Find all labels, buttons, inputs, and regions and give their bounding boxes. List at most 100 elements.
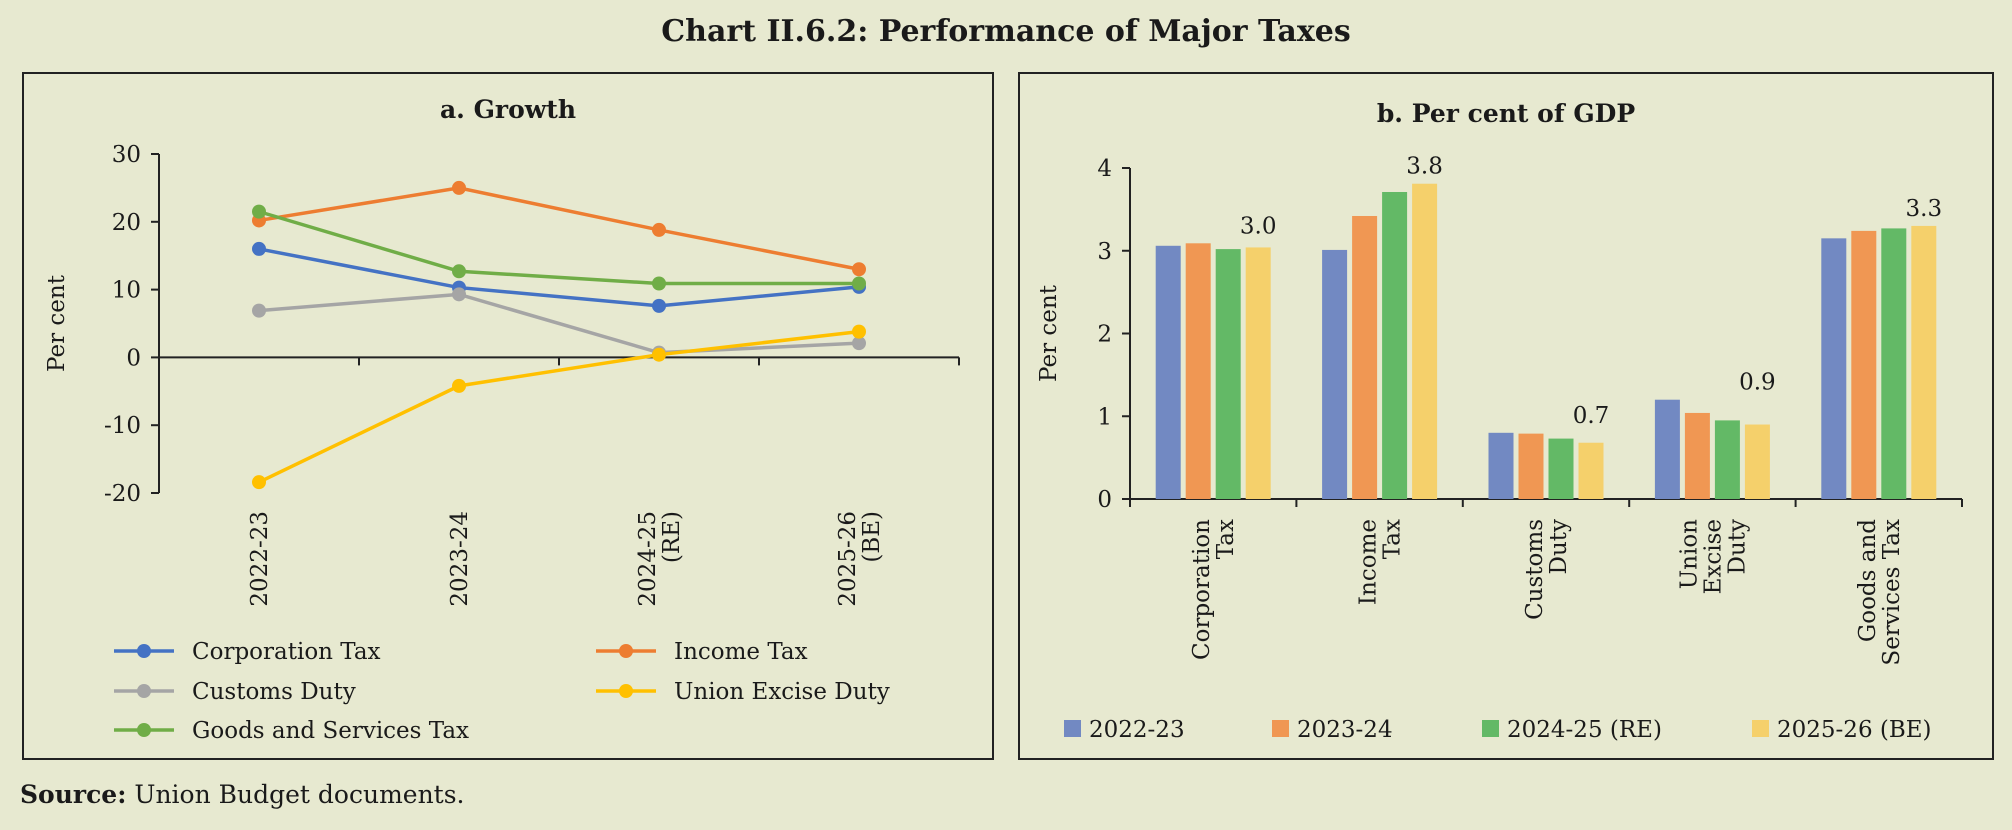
gdp-x-tick-label-line: Excise <box>1700 519 1726 594</box>
gdp-x-tick-label-line: Goods and <box>1855 519 1881 642</box>
growth-legend-marker <box>137 723 151 737</box>
growth-chart-panel: a. Growth 30 20 10 0 -10 -20 Per cent 2022-23 202… <box>22 72 994 760</box>
gdp-legend-swatch <box>1064 720 1081 737</box>
source-text: Union Budget documents. <box>134 780 465 809</box>
growth-y-tick-label: 0 <box>126 345 141 371</box>
gdp-legend-item: 2022-23 <box>1064 717 1185 743</box>
growth-x-tick-label: 2025-26(BE) <box>835 511 885 607</box>
growth-x-tick-label-line: 2022-23 <box>247 511 273 607</box>
gdp-bar <box>1881 228 1907 499</box>
gdp-y-tick-label: 0 <box>1097 487 1112 513</box>
gdp-data-label: 0.9 <box>1739 370 1776 396</box>
gdp-bar <box>1155 245 1181 499</box>
gdp-x-tick-label-line: Tax <box>1380 519 1406 559</box>
gdp-legend-item: 2025-26 (BE) <box>1752 717 1932 743</box>
gdp-data-label: 3.3 <box>1906 196 1943 222</box>
gdp-legend-item: 2023-24 <box>1272 717 1393 743</box>
growth-data-point <box>652 347 666 362</box>
growth-data-point <box>852 262 866 277</box>
gdp-bar <box>1322 249 1348 499</box>
growth-legend-item: Corporation Tax <box>114 639 381 665</box>
growth-series-line <box>258 247 860 308</box>
growth-x-tick-label: 2023-24 <box>447 511 473 607</box>
gdp-x-tick-label-line: Customs <box>1522 519 1548 620</box>
source-note: Source: Union Budget documents. <box>20 780 465 809</box>
gdp-y-tick-label: 3 <box>1097 239 1112 265</box>
growth-x-tick-label: 2024-25(RE) <box>635 511 685 607</box>
gdp-bar <box>1352 215 1378 499</box>
growth-data-point <box>452 287 466 302</box>
growth-y-tick-label: 30 <box>112 142 141 168</box>
gdp-share-chart-panel: b. Per cent of GDP 4 3 2 1 0 Per cent 3.0 Corpor… <box>1018 72 1994 760</box>
chart-title: Chart II.6.2: Performance of Major Taxes <box>661 14 1351 49</box>
gdp-bar <box>1714 420 1740 499</box>
growth-legend-marker <box>137 644 151 658</box>
growth-legend-marker <box>619 684 633 698</box>
gdp-y-tick-label: 1 <box>1097 404 1112 430</box>
gdp-bar <box>1488 432 1514 499</box>
gdp-data-label: 3.8 <box>1406 154 1443 180</box>
gdp-bar <box>1548 438 1574 499</box>
growth-data-point <box>852 276 866 291</box>
gdp-legend-label: 2025-26 (BE) <box>1777 717 1932 743</box>
gdp-y-axis-title: Per cent <box>1036 284 1062 382</box>
growth-y-tick-label: -20 <box>104 481 141 507</box>
growth-series-line <box>258 186 860 271</box>
growth-legend-marker <box>137 684 151 698</box>
gdp-legend-label: 2023-24 <box>1297 717 1393 743</box>
gdp-x-tick-label-line: Union <box>1676 519 1702 589</box>
gdp-bar <box>1518 433 1544 499</box>
growth-legend-label: Goods and Services Tax <box>192 718 469 744</box>
growth-x-tick-label-line: (RE) <box>659 511 685 563</box>
gdp-chart-title: b. Per cent of GDP <box>1377 99 1636 128</box>
gdp-bar <box>1245 247 1271 499</box>
gdp-bar <box>1821 238 1847 499</box>
gdp-y-tick-label: 4 <box>1097 156 1112 182</box>
gdp-x-tick-label-line: Duty <box>1546 519 1572 575</box>
gdp-bar <box>1215 249 1241 499</box>
growth-y-tick-label: -10 <box>104 413 141 439</box>
gdp-x-tick-label-line: Services Tax <box>1879 519 1905 666</box>
growth-series-line <box>258 209 859 286</box>
gdp-bar <box>1851 230 1877 499</box>
growth-x-tick-label-line: (BE) <box>859 511 885 563</box>
gdp-bar <box>1382 191 1408 499</box>
growth-chart-title: a. Growth <box>440 95 576 124</box>
growth-data-point <box>852 324 866 339</box>
growth-data-point <box>452 264 466 279</box>
gdp-bar <box>1911 225 1937 500</box>
growth-legend-label: Income Tax <box>674 639 808 665</box>
growth-x-tick-label-line: 2023-24 <box>447 511 473 607</box>
gdp-data-label: 0.7 <box>1573 403 1610 429</box>
growth-data-point <box>852 336 866 351</box>
gdp-legend-swatch <box>1752 720 1769 737</box>
growth-legend-label: Customs Duty <box>192 679 356 705</box>
gdp-x-tick-label-line: Duty <box>1724 519 1750 575</box>
growth-y-axis-title: Per cent <box>44 274 70 372</box>
growth-data-point <box>452 180 466 195</box>
gdp-x-tick-label-line: Tax <box>1213 519 1239 559</box>
growth-legend-label: Corporation Tax <box>192 639 381 665</box>
growth-legend-marker <box>619 644 633 658</box>
growth-data-point <box>252 241 266 256</box>
source-label: Source: <box>20 780 127 809</box>
gdp-legend-label: 2022-23 <box>1089 717 1185 743</box>
growth-y-tick-label: 20 <box>112 210 141 236</box>
growth-data-point <box>652 222 666 237</box>
gdp-y-tick-label: 2 <box>1097 322 1112 348</box>
gdp-x-tick-label-line: Corporation <box>1189 519 1215 660</box>
gdp-data-label: 3.0 <box>1240 213 1277 239</box>
gdp-legend-swatch <box>1482 720 1499 737</box>
gdp-bar <box>1412 183 1438 499</box>
gdp-x-tick-label-line: Income <box>1356 519 1382 605</box>
growth-series-line <box>258 329 860 484</box>
growth-data-point <box>252 303 266 318</box>
gdp-bar <box>1684 412 1710 499</box>
gdp-legend-label: 2024-25 (RE) <box>1507 717 1662 743</box>
growth-y-tick-label: 10 <box>112 278 141 304</box>
growth-x-tick-label: 2022-23 <box>247 511 273 607</box>
